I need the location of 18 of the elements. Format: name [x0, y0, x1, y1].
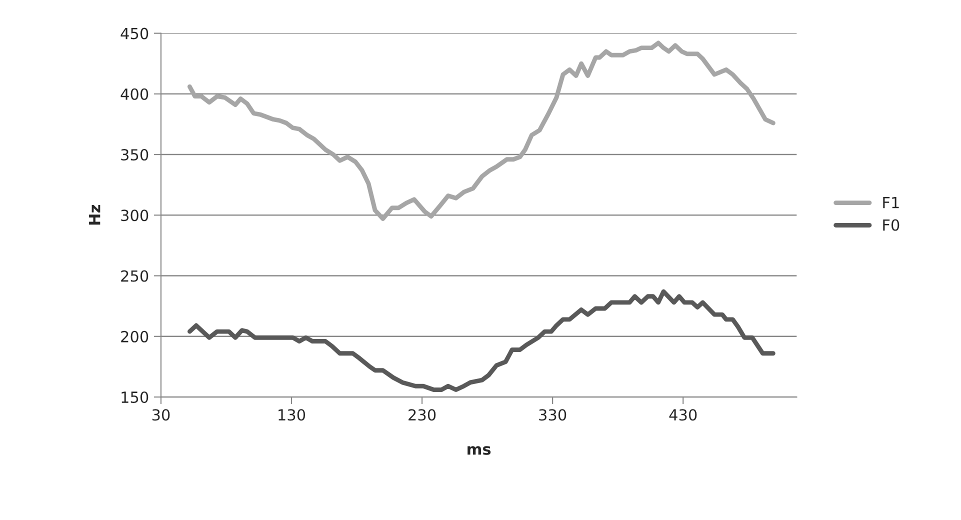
x-tick-label: 30 — [152, 409, 170, 421]
x-tick-label: 430 — [669, 409, 697, 421]
line-series — [187, 289, 776, 392]
x-tick-label: 330 — [539, 409, 566, 421]
x-tick-label: 130 — [278, 409, 306, 421]
y-axis-title: Hz — [89, 205, 100, 225]
y-tick-label: 250 — [121, 270, 148, 282]
x-tick-label: 230 — [408, 409, 436, 421]
y-tick-label: 450 — [120, 28, 148, 40]
y-tick-label: 150 — [122, 391, 148, 404]
y-tick-label: 400 — [120, 88, 148, 100]
y-tick-label: 200 — [121, 330, 148, 342]
legend-label: F1 — [883, 197, 899, 208]
y-tick-label: 350 — [121, 148, 148, 161]
legend-label: F0 — [883, 219, 900, 231]
x-axis-title: ms — [468, 446, 491, 455]
line-series — [187, 40, 776, 222]
y-tick-label: 300 — [121, 210, 148, 222]
